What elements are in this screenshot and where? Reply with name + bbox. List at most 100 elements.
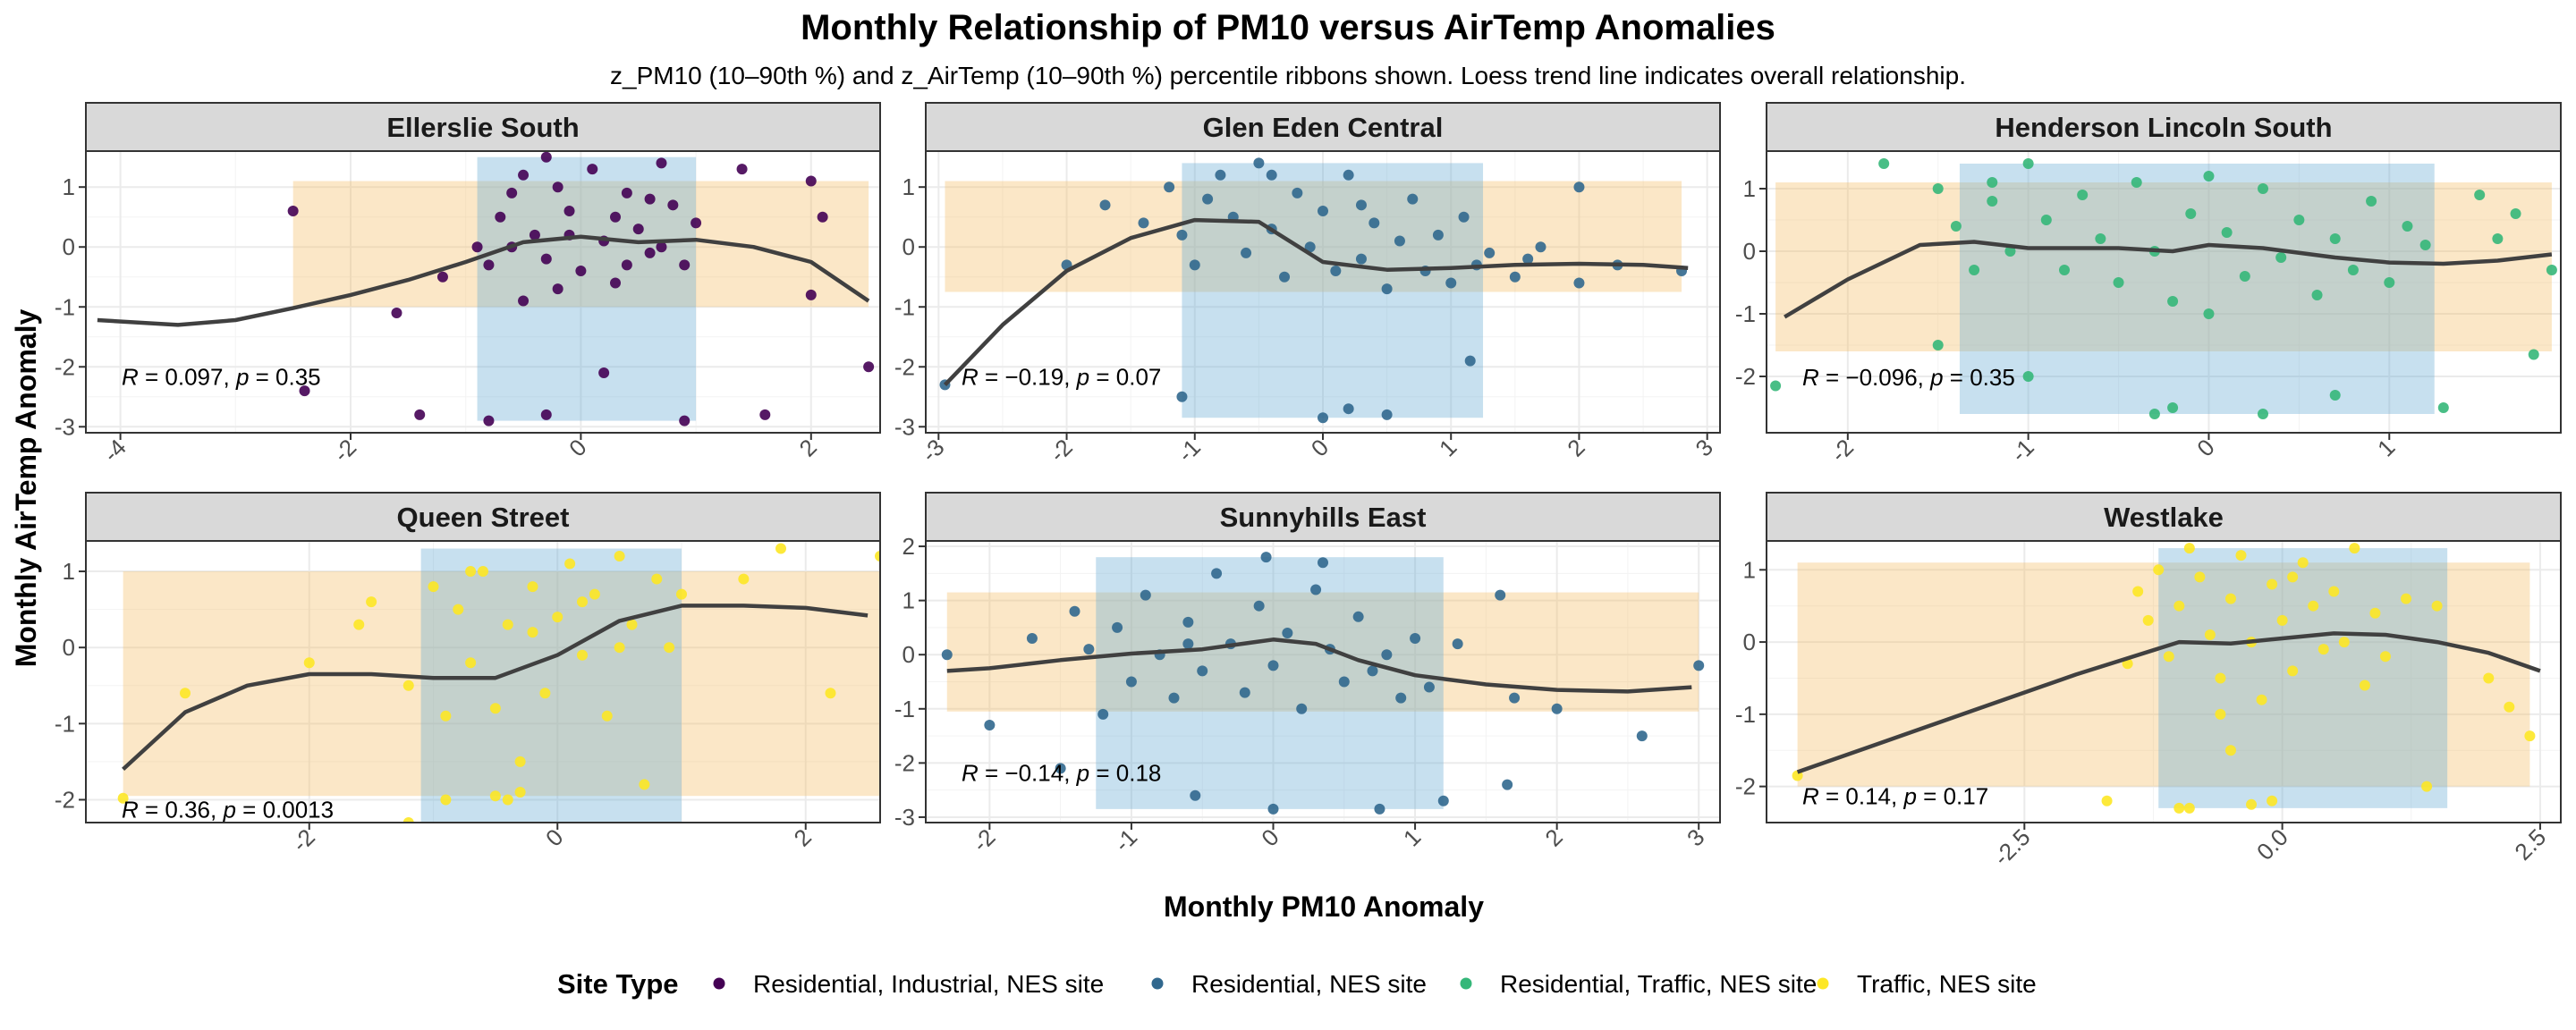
data-point: [117, 792, 129, 804]
data-point: [2287, 571, 2299, 583]
data-point: [1987, 196, 1998, 207]
data-point: [1189, 259, 1200, 271]
facet-strip-label: Henderson Lincoln South: [1995, 112, 2332, 143]
data-point: [2142, 614, 2154, 626]
data-point: [1573, 277, 1585, 289]
data-point: [2215, 672, 2226, 684]
data-point: [1182, 638, 1194, 650]
data-point: [2402, 221, 2413, 232]
data-point: [540, 409, 552, 420]
data-point: [2101, 795, 2113, 806]
y-tick-label: 1: [902, 173, 915, 200]
data-point: [1304, 241, 1316, 253]
data-point: [1241, 247, 1252, 258]
legend-title: Site Type: [557, 968, 679, 1000]
correlation-label: R = 0.36, p = 0.0013: [122, 796, 334, 823]
data-point: [2528, 349, 2539, 360]
data-point: [759, 409, 771, 420]
correlation-label: R = −0.096, p = 0.35: [1802, 364, 2015, 391]
data-point: [626, 619, 638, 630]
y-tick-label: -3: [55, 413, 75, 440]
panel-border: [925, 540, 1721, 823]
data-point: [2059, 265, 2070, 275]
data-point: [1394, 235, 1405, 247]
facet-strip-label: Westlake: [2104, 502, 2224, 533]
data-point: [2546, 265, 2557, 275]
panel-border: [85, 540, 881, 823]
data-point: [644, 247, 656, 258]
data-point: [679, 259, 691, 271]
x-tick-label: -2: [967, 823, 1001, 857]
data-point: [1343, 403, 1354, 415]
data-point: [2419, 240, 2431, 250]
data-point: [391, 307, 402, 318]
data-point: [1368, 217, 1380, 229]
data-point: [1253, 157, 1265, 169]
data-point: [440, 710, 452, 722]
data-point: [1410, 633, 1421, 645]
y-tick-label: -1: [894, 696, 915, 722]
legend-swatch: [1817, 977, 1829, 990]
data-point: [1239, 687, 1250, 698]
facet-strip-label: Ellerslie South: [386, 112, 579, 143]
data-point: [1343, 169, 1354, 181]
data-point: [2524, 730, 2536, 742]
data-point: [2504, 701, 2515, 713]
data-point: [502, 794, 513, 806]
data-point: [577, 596, 588, 608]
data-point: [614, 642, 625, 654]
data-point: [2431, 600, 2443, 612]
x-tick-label: 2: [1539, 823, 1567, 851]
data-point: [577, 649, 588, 661]
data-point: [1484, 247, 1496, 258]
x-tick-label: 0: [1306, 434, 1334, 461]
data-point: [2204, 629, 2216, 640]
data-point: [489, 790, 501, 802]
data-point: [1176, 229, 1188, 241]
data-point: [984, 719, 996, 730]
data-point: [1551, 703, 1563, 714]
panel-plot-area: [1767, 541, 2561, 823]
data-point: [1367, 665, 1378, 677]
data-point: [2421, 781, 2433, 792]
data-point: [471, 241, 483, 253]
airtemp-percentile-ribbon: [945, 181, 1682, 292]
data-point: [366, 596, 377, 608]
data-point: [1267, 660, 1279, 671]
data-point: [1267, 803, 1279, 815]
data-point: [2183, 543, 2195, 554]
data-point: [2148, 409, 2160, 419]
data-point: [2235, 550, 2247, 561]
data-point: [1509, 271, 1521, 283]
panel-border: [1766, 540, 2562, 823]
x-tick-label: -1: [2005, 434, 2039, 468]
data-point: [299, 385, 310, 397]
data-point: [656, 241, 667, 253]
x-tick-label: 0: [1256, 823, 1284, 851]
data-point: [2095, 233, 2106, 244]
data-point: [2215, 708, 2226, 720]
data-point: [805, 175, 817, 187]
data-point: [736, 164, 748, 175]
panel-plot-area: [926, 151, 1720, 433]
data-point: [1176, 391, 1188, 402]
data-point: [2293, 215, 2305, 225]
y-axis-title: Monthly AirTemp Anomaly: [10, 308, 42, 667]
y-tick-label: 0: [902, 233, 915, 260]
data-point: [1097, 708, 1109, 720]
pm10-percentile-ribbon: [420, 548, 682, 823]
data-point: [2004, 246, 2016, 257]
facet-panel: Glen Eden Central R = −0.19, p = 0.07 -3 -2…: [894, 102, 1721, 468]
data-point: [1112, 621, 1123, 633]
panel-plot-area: [1767, 151, 2561, 433]
facet-strip: [1766, 102, 2562, 152]
data-point: [610, 211, 621, 223]
data-point: [1318, 206, 1328, 217]
data-point: [1770, 380, 1782, 392]
data-point: [2203, 171, 2215, 182]
data-point: [440, 794, 452, 806]
pm10-percentile-ribbon: [1096, 557, 1444, 809]
y-tick-label: 1: [63, 558, 75, 585]
panel-plot-area: [86, 541, 880, 823]
